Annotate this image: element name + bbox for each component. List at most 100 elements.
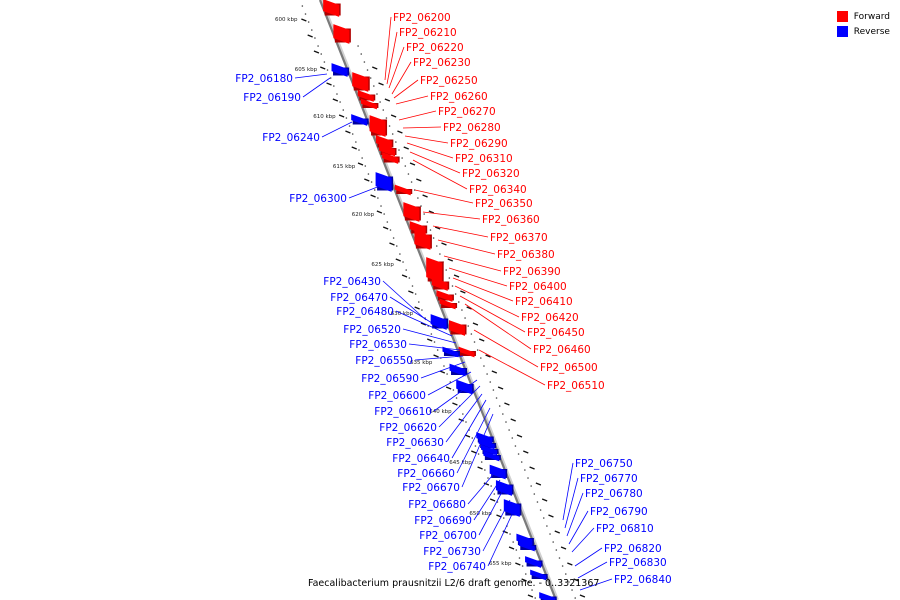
guide-dot bbox=[367, 173, 370, 175]
gene-label: FP2_06790 bbox=[590, 506, 648, 518]
tick-mark bbox=[554, 530, 560, 534]
forward-gene bbox=[449, 320, 466, 336]
gene-label: FP2_06380 bbox=[497, 249, 555, 261]
tick-mark bbox=[478, 338, 485, 342]
guide-dot bbox=[448, 277, 451, 279]
gene-label: FP2_06410 bbox=[515, 296, 573, 308]
leader-line bbox=[386, 31, 398, 85]
gene-label: FP2_06830 bbox=[609, 557, 667, 569]
guide-dot bbox=[421, 309, 423, 311]
guide-dot bbox=[443, 365, 445, 367]
guide-dot bbox=[382, 109, 385, 111]
guide-dot bbox=[555, 549, 558, 551]
guide-dot bbox=[373, 189, 376, 191]
guide-dot bbox=[484, 469, 486, 471]
gene-label: FP2_06660 bbox=[397, 468, 455, 480]
gene-label: FP2_06640 bbox=[392, 453, 450, 465]
leader-line bbox=[448, 267, 508, 287]
tick-mark bbox=[516, 434, 523, 438]
tick-mark bbox=[382, 226, 389, 230]
tick-label: 615 kbp bbox=[333, 164, 356, 170]
guide-dot bbox=[314, 37, 316, 39]
tick-label: 605 kbp bbox=[295, 67, 318, 73]
leader-line bbox=[402, 328, 457, 344]
guide-dot bbox=[408, 277, 411, 279]
gene-label: FP2_06470 bbox=[330, 292, 388, 304]
reverse-gene bbox=[375, 172, 392, 192]
tick-mark bbox=[345, 130, 351, 134]
leader-line bbox=[388, 46, 405, 89]
guide-dot bbox=[461, 309, 463, 311]
guide-dot bbox=[542, 517, 545, 519]
forward-gene bbox=[375, 135, 392, 149]
guide-dot bbox=[574, 597, 577, 599]
guide-dot bbox=[386, 221, 389, 223]
gene-label: FP2_06480 bbox=[336, 306, 394, 318]
guide-dot bbox=[366, 69, 369, 71]
leader-line bbox=[445, 393, 483, 443]
leader-line bbox=[302, 77, 331, 98]
guide-dot bbox=[465, 421, 467, 423]
leader-line bbox=[451, 399, 487, 459]
gene-label: FP2_06690 bbox=[414, 515, 472, 527]
guide-dot bbox=[487, 477, 489, 479]
guide-dot bbox=[505, 421, 507, 423]
tick-label: 635 kbp bbox=[410, 360, 433, 366]
guide-dot bbox=[480, 357, 482, 359]
legend-item-forward: Forward bbox=[836, 9, 890, 24]
tick-mark bbox=[496, 514, 502, 518]
gene-label: FP2_06320 bbox=[462, 168, 520, 180]
tick-mark bbox=[527, 594, 534, 598]
guide-dot bbox=[480, 461, 483, 463]
tick-mark bbox=[521, 578, 527, 582]
guide-dot bbox=[414, 293, 417, 295]
guide-dot bbox=[376, 93, 378, 95]
gene-label: FP2_06350 bbox=[475, 198, 533, 210]
guide-dot bbox=[317, 45, 319, 47]
gene-label: FP2_06230 bbox=[413, 57, 471, 69]
leader-line bbox=[409, 151, 461, 174]
guide-dot bbox=[377, 197, 379, 199]
forward-gene bbox=[333, 24, 350, 44]
forward-gene bbox=[360, 98, 377, 110]
leader-line bbox=[414, 355, 464, 361]
leader-line bbox=[433, 379, 478, 412]
leader-line bbox=[473, 479, 501, 521]
leader-line bbox=[412, 159, 468, 190]
guide-dot bbox=[326, 69, 329, 71]
tick-mark bbox=[460, 290, 466, 294]
gene-label: FP2_06240 bbox=[262, 132, 320, 144]
gene-label: FP2_06360 bbox=[482, 214, 540, 226]
gene-label: FP2_06630 bbox=[386, 437, 444, 449]
guide-dot bbox=[470, 333, 473, 335]
leader-line bbox=[478, 349, 546, 386]
leader-line bbox=[467, 469, 498, 505]
guide-dot bbox=[339, 101, 341, 103]
tick-mark bbox=[434, 226, 441, 230]
guide-dot bbox=[392, 237, 395, 239]
tick-mark bbox=[441, 242, 447, 246]
guide-dot bbox=[446, 373, 448, 375]
reverse-gene bbox=[442, 346, 459, 358]
reverse-gene bbox=[518, 540, 535, 552]
gene-label: FP2_06300 bbox=[289, 193, 347, 205]
leader-line bbox=[568, 510, 589, 545]
leader-line bbox=[454, 285, 520, 318]
guide-dot bbox=[342, 109, 345, 111]
guide-dot bbox=[462, 413, 464, 415]
reverse-gene bbox=[430, 314, 447, 330]
guide-dot bbox=[514, 445, 517, 447]
guide-dot bbox=[360, 53, 363, 55]
leader-line bbox=[443, 255, 502, 272]
leader-line bbox=[404, 135, 449, 144]
guide-dot bbox=[357, 45, 359, 47]
guide-dot bbox=[552, 541, 554, 543]
guide-dot bbox=[564, 573, 567, 575]
guide-dot bbox=[433, 341, 436, 343]
tick-mark bbox=[491, 370, 498, 374]
tick-mark bbox=[489, 498, 496, 502]
tick-mark bbox=[384, 98, 391, 102]
leader-line bbox=[382, 280, 427, 321]
leader-line bbox=[384, 16, 392, 81]
